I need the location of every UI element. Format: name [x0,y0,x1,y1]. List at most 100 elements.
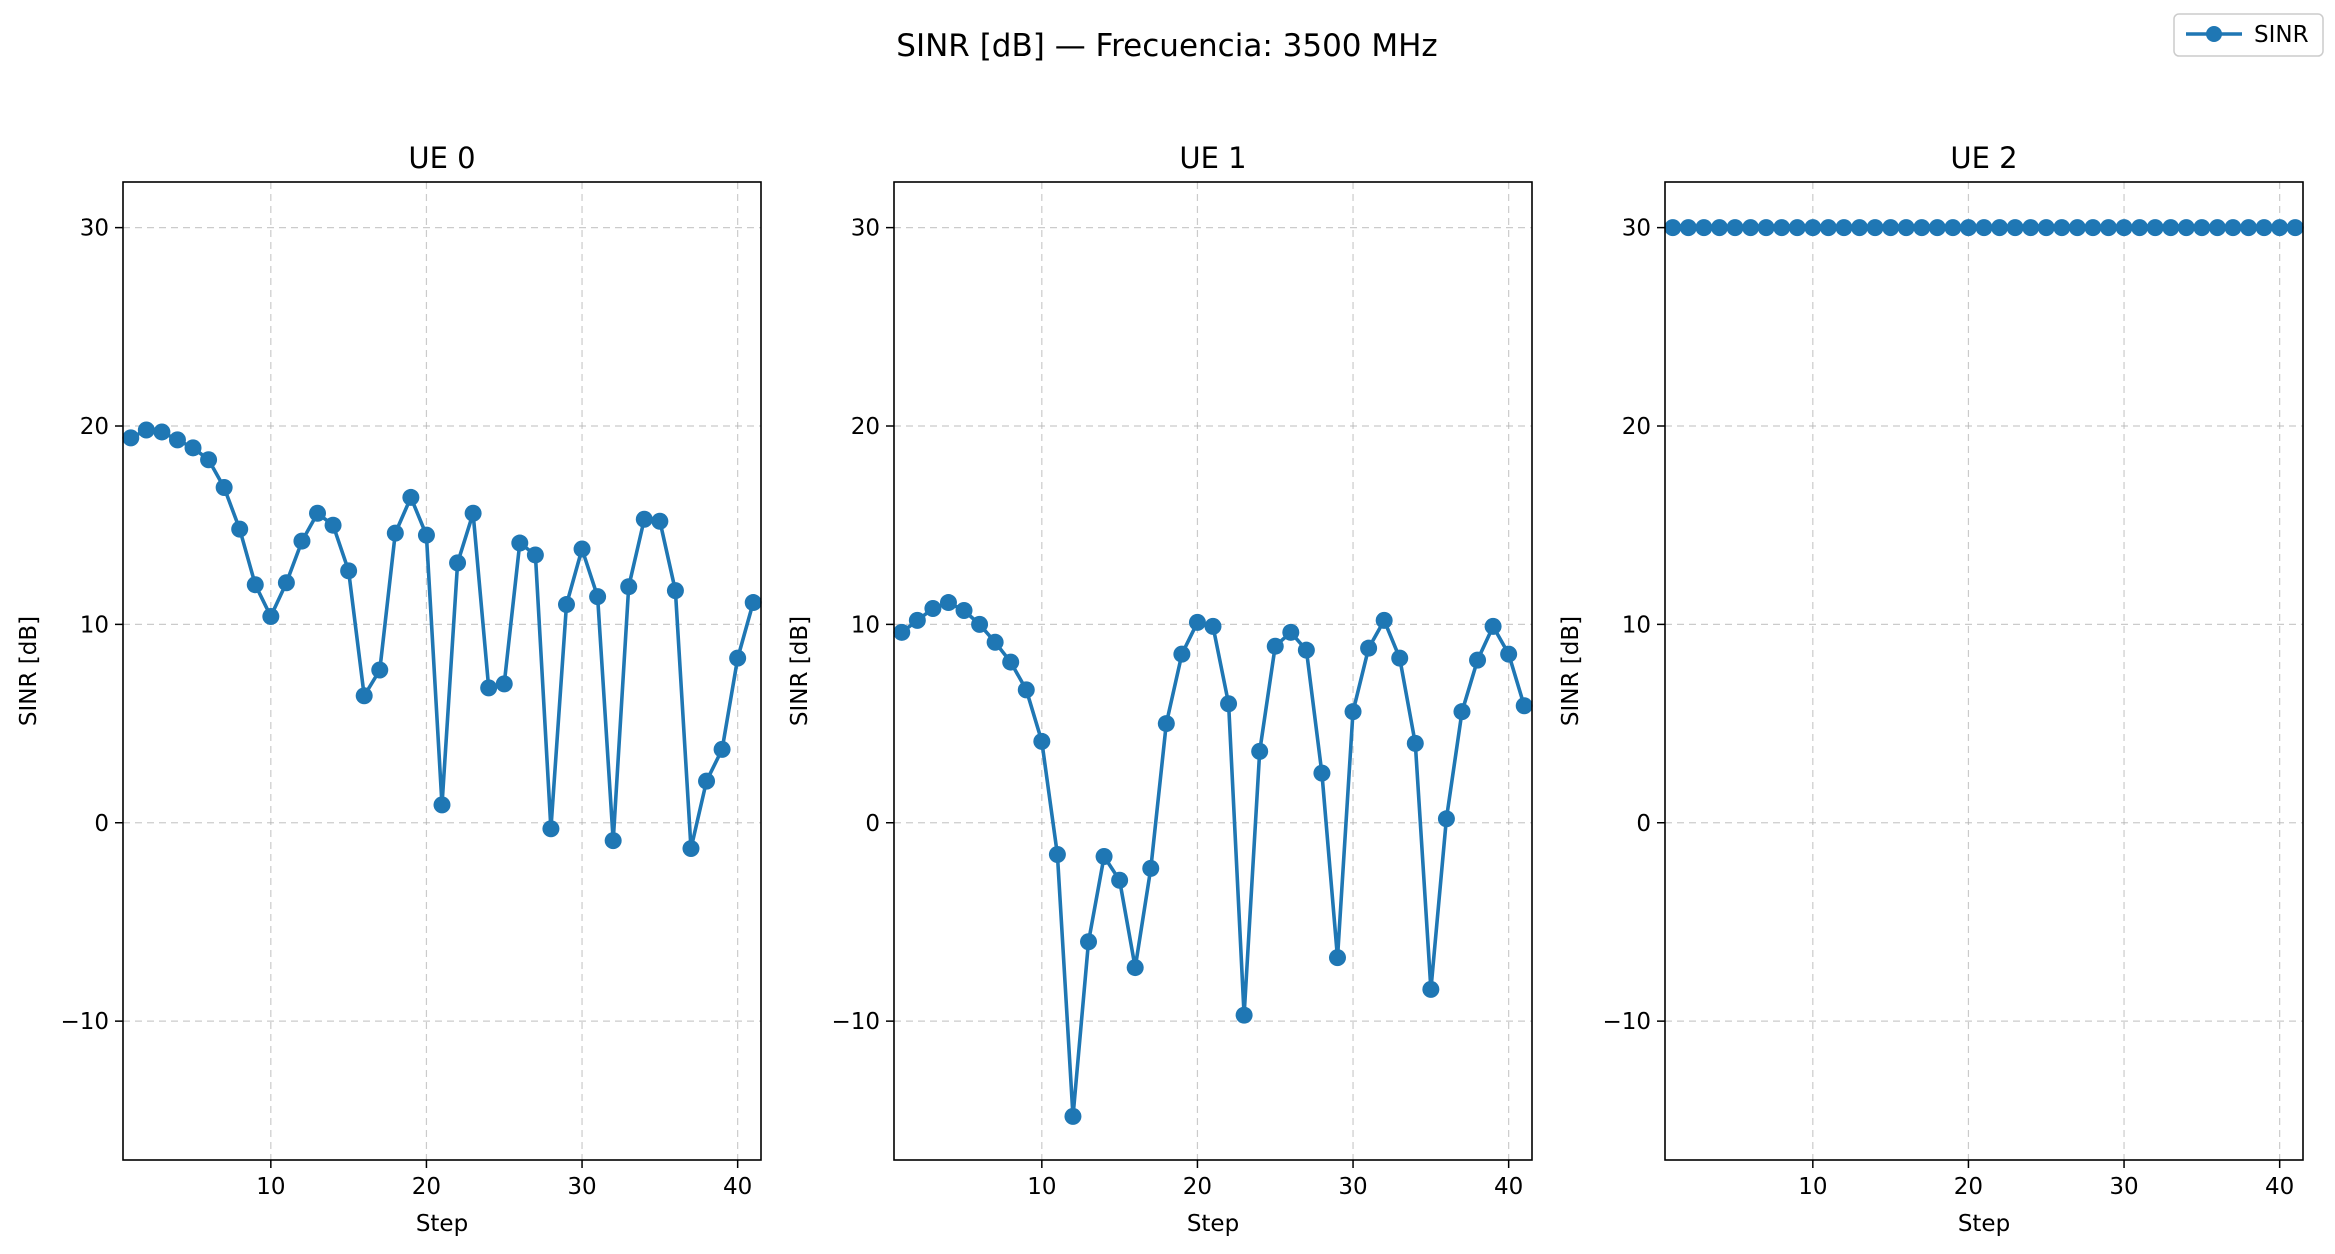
x-tick-label: 40 [723,1174,752,1200]
data-point [1173,645,1191,663]
data-point [1788,219,1806,237]
data-point [1282,623,1300,641]
y-tick-label: 0 [94,811,109,837]
data-point [402,488,420,506]
subplot-title: UE 2 [1950,141,2017,175]
data-point [1188,613,1206,631]
data-point [200,451,218,469]
x-tick-label: 40 [2265,1174,2294,1200]
data-point [1866,219,1884,237]
data-point [2131,219,2149,237]
data-point [1111,871,1129,889]
data-point [908,611,926,629]
data-point [1500,645,1518,663]
y-axis-label: SINR [dB] [1558,616,1584,726]
data-point [1469,651,1487,669]
data-point [1484,617,1502,635]
y-tick-label: 10 [80,612,109,638]
data-point [2240,219,2258,237]
legend-frame [2173,13,2324,57]
data-point [1002,653,1020,671]
data-point [1157,715,1175,733]
y-tick-label: 10 [851,612,880,638]
x-tick-label: 10 [1798,1174,1827,1200]
data-point [168,431,186,449]
x-tick-label: 20 [1954,1174,1983,1200]
data-point [1048,845,1066,863]
data-point [1819,219,1837,237]
x-axis-label: Step [1187,1211,1239,1237]
x-tick-label: 40 [1494,1174,1523,1200]
y-tick-label: 0 [865,811,880,837]
data-point [2193,219,2211,237]
data-point [184,439,202,457]
data-point [1297,641,1315,659]
data-point [1204,617,1222,635]
data-point [1251,742,1269,760]
subplots: 10 20 30 40 −10 0 10 20 30 UE 0 Step SINR [dB] 10 20 3… [16,141,2304,1237]
y-axis-label: SINR [dB] [787,616,813,726]
legend: SINR [2173,13,2324,57]
data-point [1126,959,1144,977]
data-point [1437,810,1455,828]
x-tick-label: 10 [256,1174,285,1200]
x-tick-label: 10 [1027,1174,1056,1200]
data-point [417,526,435,544]
data-point [955,601,973,619]
data-point [309,504,327,522]
data-point [2255,219,2273,237]
plot-frame [1664,181,2304,1161]
plot-frame [122,181,762,1161]
data-point [1344,703,1362,721]
data-point [2224,219,2242,237]
data-point [1664,219,1682,237]
data-point [604,832,622,850]
data-point [1742,219,1760,237]
data-point [1064,1107,1082,1125]
x-axis-label: Step [416,1211,468,1237]
data-point [1695,219,1713,237]
data-point [526,546,544,564]
data-point [1991,219,2009,237]
data-point [893,623,911,641]
subplot-title: UE 0 [408,141,475,175]
data-point [1835,219,1853,237]
data-point [2271,219,2289,237]
data-point [2115,219,2133,237]
data-point [2006,219,2024,237]
legend-marker-swatch [2206,26,2222,42]
data-point [231,520,249,538]
data-point [1897,219,1915,237]
x-tick-label: 20 [412,1174,441,1200]
data-point [386,524,404,542]
data-point [1515,697,1533,715]
data-point [1913,219,1931,237]
y-tick-label: 30 [80,216,109,242]
x-tick-label: 20 [1183,1174,1212,1200]
data-point [1928,219,1946,237]
data-point [1851,219,1869,237]
data-point [620,578,638,596]
data-point [1328,949,1346,967]
data-point [355,687,373,705]
data-point [589,588,607,606]
data-point [495,675,513,693]
data-point [2084,219,2102,237]
data-point [557,596,575,614]
data-point [1017,681,1035,699]
data-point [1944,219,1962,237]
plot-frame [893,181,1533,1161]
data-point [2037,219,2055,237]
data-point [2099,219,2117,237]
y-tick-label: 0 [1636,811,1651,837]
data-point [1142,859,1160,877]
y-tick-label: −10 [1602,1009,1651,1035]
subplot-title: UE 1 [1179,141,1246,175]
data-point [1360,639,1378,657]
data-point [2208,219,2226,237]
x-tick-label: 30 [2109,1174,2138,1200]
data-point [464,504,482,522]
figure-title: SINR [dB] — Frecuencia: 3500 MHz [896,28,1437,64]
